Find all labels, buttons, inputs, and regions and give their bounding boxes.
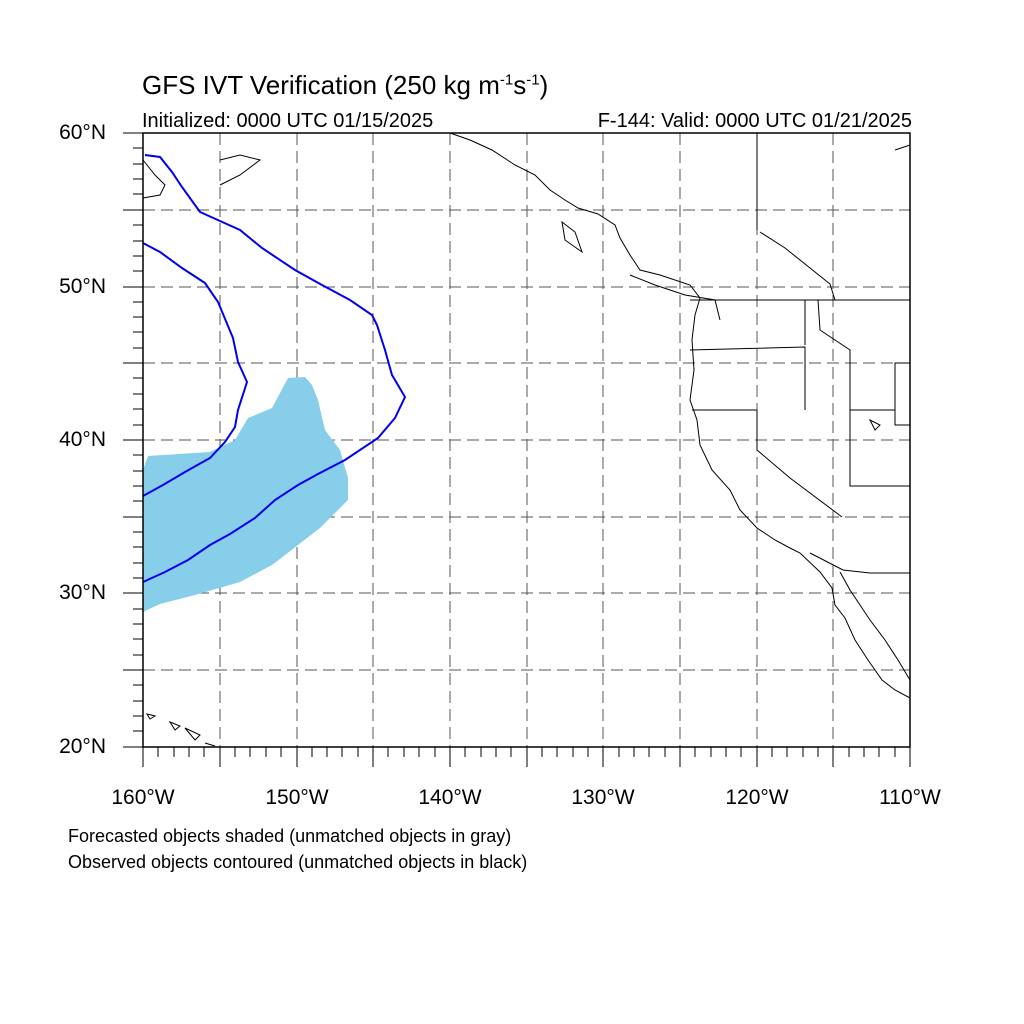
lat-label-20: 20°N [59,735,106,758]
observed-object-small [142,242,249,497]
lon-label-120w: 120°W [725,786,789,809]
observed-objects [142,154,407,583]
lon-label-130w: 130°W [571,786,635,809]
lat-label-60: 60°N [59,121,106,144]
gridlines [143,133,910,747]
init-time: Initialized: 0000 UTC 01/15/2025 [142,110,434,132]
lon-label-110w: 110°W [879,786,941,809]
lon-label-140w: 140°W [418,786,482,809]
coastlines [142,132,911,747]
lat-label-40: 40°N [59,428,106,451]
observed-object-large [142,154,407,583]
valid-time: F-144: Valid: 0000 UTC 01/21/2025 [597,110,912,132]
observed-note: Observed objects contoured (unmatched ob… [68,852,528,872]
forecast-object [143,377,348,612]
tick-marks [123,132,911,767]
lon-label-160w: 160°W [111,786,175,809]
lon-label-150w: 150°W [265,786,329,809]
minor-ticks [133,147,896,757]
forecast-note: Forecasted objects shaded (unmatched obj… [68,826,512,846]
plot-title: GFS IVT Verification (250 kg m-1s-1) [142,70,549,100]
lat-label-50: 50°N [59,275,106,298]
lat-label-30: 30°N [59,581,106,604]
